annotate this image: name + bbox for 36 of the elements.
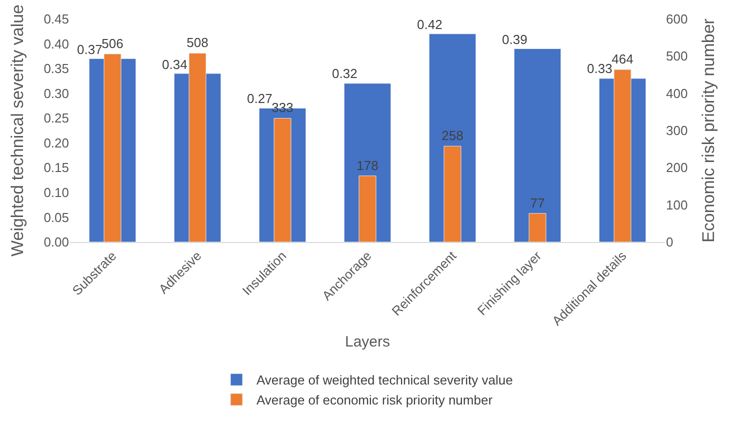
y-tick-label: 0.25 [44, 110, 69, 126]
data-label: 0.39 [502, 32, 528, 47]
data-label: 0.37 [77, 42, 102, 57]
data-label: 508 [186, 35, 208, 50]
data-label: 178 [356, 158, 378, 173]
y2-tick-label: 100 [666, 197, 688, 212]
y-tick-label: 0.15 [44, 160, 69, 176]
y2-axis-title: Economic risk priority number [699, 18, 718, 242]
data-label: 0.32 [332, 66, 358, 81]
y-tick-label: 0.45 [44, 12, 69, 27]
y-tick-label: 0.00 [44, 234, 69, 250]
data-label: 0.27 [247, 91, 272, 106]
data-label: 0.33 [587, 61, 612, 76]
y2-tick-label: 500 [666, 48, 688, 64]
y-tick-label: 0.40 [44, 36, 69, 52]
y2-tick-label: 400 [666, 86, 688, 101]
y2-tick-label: 0 [666, 234, 674, 250]
data-label: 0.34 [162, 57, 188, 72]
x-axis-title: Layers [344, 333, 390, 350]
legend-label: Average of weighted technical severity value [256, 372, 513, 388]
legend-label: Average of economic risk priority number [256, 392, 494, 408]
y-tick-label: 0.30 [44, 86, 69, 101]
y-tick-label: 0.35 [44, 61, 69, 76]
y2-tick-label: 200 [666, 160, 688, 176]
y-tick-label: 0.05 [44, 210, 69, 225]
y2-tick-label: 300 [666, 123, 688, 138]
bar [514, 48, 562, 242]
y2-tick-label: 600 [666, 12, 688, 27]
data-label: 0.42 [417, 17, 442, 32]
y-tick-label: 0.20 [44, 135, 69, 150]
data-label: 506 [102, 36, 124, 51]
data-label: 258 [442, 128, 464, 144]
data-label: 464 [612, 52, 634, 67]
data-label: 77 [530, 195, 545, 210]
y-axis-title: Weighted technical severity value [8, 4, 28, 256]
y-tick-label: 0.10 [44, 184, 69, 200]
